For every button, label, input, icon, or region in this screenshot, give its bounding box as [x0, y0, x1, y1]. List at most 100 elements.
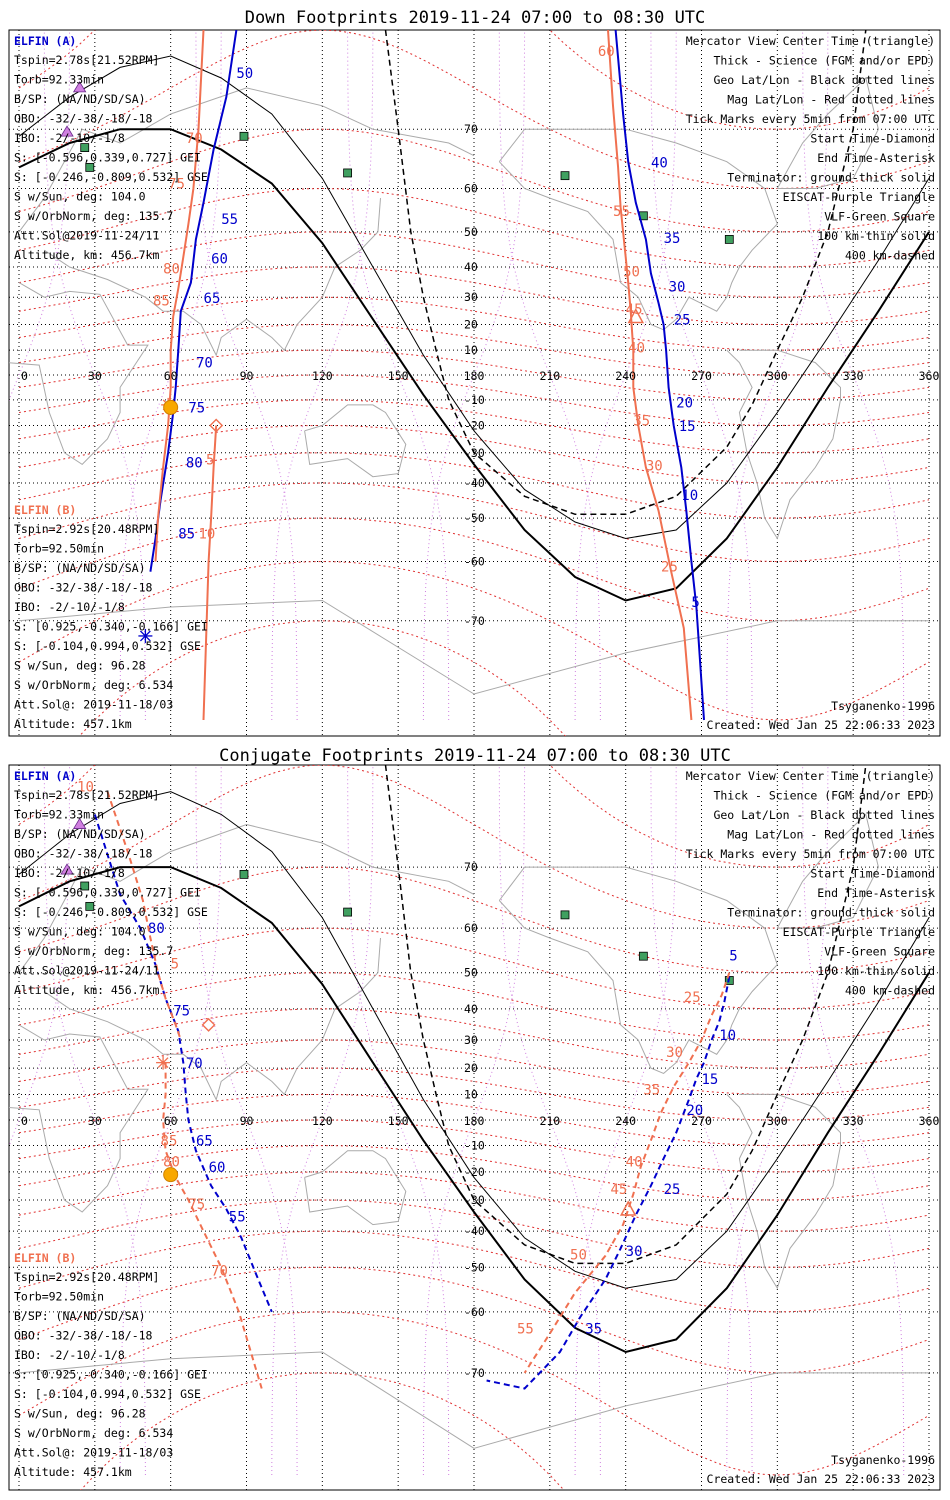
legend-line: OBO: -32/-38/-18/-18 — [14, 1329, 153, 1343]
legend-key-item: Start Time-Diamond — [810, 867, 935, 881]
legend-line: Att.Sol@2019-11-24/11 — [14, 964, 159, 978]
trace-elfin-a: 50 55 60 65 70 75 80 85 40 35 30 25 20 15 10 5 — [149, 30, 705, 721]
center-triangle-marker — [627, 307, 645, 324]
tick-mark-label: 60 — [209, 1160, 226, 1176]
vlf-station-marker — [343, 907, 353, 917]
legend-line: S: [-0.104,0.994,0.532] GSE — [14, 639, 201, 653]
lon-tick-labels: 0 30 60 90 120 150 180 210 240 270 300 330 360 — [21, 369, 939, 383]
lon-tick: 60 — [164, 1114, 178, 1128]
legend-key-item: Geo Lat/Lon - Black dotted lines — [713, 808, 935, 822]
lat-tick-labels: 70 60 50 40 30 20 10 -10 -20 -30 -40 -50 -60 -70 — [464, 860, 485, 1380]
tick-mark-label: 30 — [666, 1045, 683, 1061]
legend-header-a: ELFIN (A) — [14, 769, 76, 783]
model-name: Tsyganenko-1996 — [831, 699, 935, 713]
trace-segment — [154, 30, 205, 562]
vlf-station-marker — [80, 143, 90, 152]
lat-tick: -50 — [464, 511, 485, 525]
trace-elfin-b: 70 75 80 85 60 55 50 45 40 35 30 25 5 10 — [153, 30, 693, 721]
lon-tick: 90 — [240, 1114, 254, 1128]
tick-mark-label: 5 — [729, 948, 737, 964]
lon-tick-labels: 0 30 60 90 120 150 180 210 240 270 300 330 360 — [21, 1114, 939, 1128]
legend-key-item: VLF-Green Square — [824, 210, 935, 224]
lat-tick: 20 — [464, 1061, 478, 1075]
legend-right: Mercator View Center Time (triangle) Thic… — [686, 34, 935, 263]
lat-tick: 70 — [464, 860, 478, 874]
lat-tick: 30 — [464, 1033, 478, 1047]
legend-key-item: End Time-Asterisk — [817, 151, 935, 165]
legend-line: Torb=92.33min — [14, 73, 104, 87]
legend-line: S: [-0.246,-0.809,0.532] GSE — [14, 170, 208, 184]
mag-lon-grid — [9, 30, 905, 721]
coastline-1 — [44, 198, 381, 357]
tick-mark-label: 55 — [221, 212, 238, 228]
lon-tick: 120 — [312, 369, 333, 383]
tick-mark-label: 35 — [585, 1322, 602, 1338]
tick-mark-label: 25 — [684, 990, 701, 1006]
legend-line: Att.Sol@: 2019-11-18/03 — [14, 698, 173, 712]
tick-mark-label: 5 — [206, 452, 214, 468]
legend-line: Torb=92.50min — [14, 542, 104, 556]
legend-line: S: [-0.596,0.339,0.727] GEI — [14, 151, 201, 165]
lat-tick: 30 — [464, 290, 478, 304]
lon-tick: 0 — [21, 1114, 28, 1128]
end-asterisk-marker — [156, 1055, 171, 1070]
lon-tick: 120 — [312, 1114, 333, 1128]
coastline-6 — [776, 813, 879, 929]
legend-line: Tspin=2.92s[20.48RPM] — [14, 522, 159, 536]
legend-key-item: Thick - Science (FGM and/or EPD) — [713, 789, 935, 803]
legend-key-item: Terminator: ground-thick solid — [727, 906, 935, 920]
legend-line: Torb=92.33min — [14, 808, 104, 822]
coastlines — [9, 77, 929, 695]
model-name: Tsyganenko-1996 — [831, 1453, 935, 1467]
tick-mark-label: 35 — [664, 231, 681, 247]
tick-mark-label: 85 — [178, 526, 195, 542]
lat-tick: -20 — [464, 1165, 485, 1179]
coastline-2 — [9, 1024, 149, 1213]
coastline-0 — [18, 87, 475, 233]
legend-key-item: Start Time-Diamond — [810, 132, 935, 146]
lat-tick: 40 — [464, 260, 478, 274]
lon-tick: 30 — [88, 369, 102, 383]
tick-mark-label: 80 — [163, 261, 180, 277]
vlf-station-marker — [85, 163, 95, 172]
lat-tick: -10 — [464, 393, 485, 407]
tick-mark-label: 10 — [681, 488, 698, 504]
legend-line: OBO: -32/-38/-18/-18 — [14, 112, 153, 126]
legend-line: S w/Sun, deg: 104.0 — [14, 925, 146, 939]
legend-line: S w/OrbNorm, deg: 135.7 — [14, 944, 173, 958]
lon-tick: 0 — [21, 369, 28, 383]
vlf-station-marker — [343, 168, 353, 178]
tick-mark-label: 80 — [186, 455, 203, 471]
legend-key-item: 100 km-thin solid — [817, 229, 935, 243]
legend-line: Att.Sol@2019-11-24/11 — [14, 229, 159, 243]
lon-tick: 360 — [919, 1114, 940, 1128]
legend-line: S w/OrbNorm, deg: 6.534 — [14, 1426, 173, 1440]
legend-key-item: Thick - Science (FGM and/or EPD) — [713, 54, 935, 68]
legend-line: S w/OrbNorm, deg: 135.7 — [14, 209, 173, 223]
coastline-4 — [498, 866, 778, 1074]
legend-line: B/SP: (NA/ND/SD/SA) — [14, 1309, 146, 1323]
lon-tick: 60 — [164, 369, 178, 383]
legend-key-item: Mag Lat/Lon - Red dotted lines — [727, 828, 935, 842]
legend-line: Torb=92.50min — [14, 1290, 104, 1304]
lat-tick: 60 — [464, 182, 478, 196]
lon-tick: 180 — [464, 369, 485, 383]
terminator-400km — [384, 765, 867, 1265]
legend-line: IBO: -2/-10/-1/8 — [14, 600, 125, 614]
lat-tick: 50 — [464, 225, 478, 239]
trace-segment — [106, 791, 182, 1041]
legend-key-item: Mercator View Center Time (triangle) — [686, 34, 935, 48]
legend-line: Altitude: 457.1km — [14, 717, 132, 731]
legend-elfin-a: ELFIN (A) Tspin=2.78s[21.52RPM] Torb=92.33… — [14, 769, 208, 997]
lon-tick: 30 — [88, 1114, 102, 1128]
tick-mark-label: 75 — [188, 401, 205, 417]
legend-line: OBO: -32/-38/-18/-18 — [14, 581, 153, 595]
lat-tick: 10 — [464, 1087, 478, 1101]
legend-line: IBO: -2/-10/-1/8 — [14, 131, 125, 145]
tick-mark-label: 35 — [633, 413, 650, 429]
lat-tick: 40 — [464, 1002, 478, 1016]
legend-line: IBO: -2/-10/-1/8 — [14, 866, 125, 880]
legend-line: Att.Sol@: 2019-11-18/03 — [14, 1446, 173, 1460]
